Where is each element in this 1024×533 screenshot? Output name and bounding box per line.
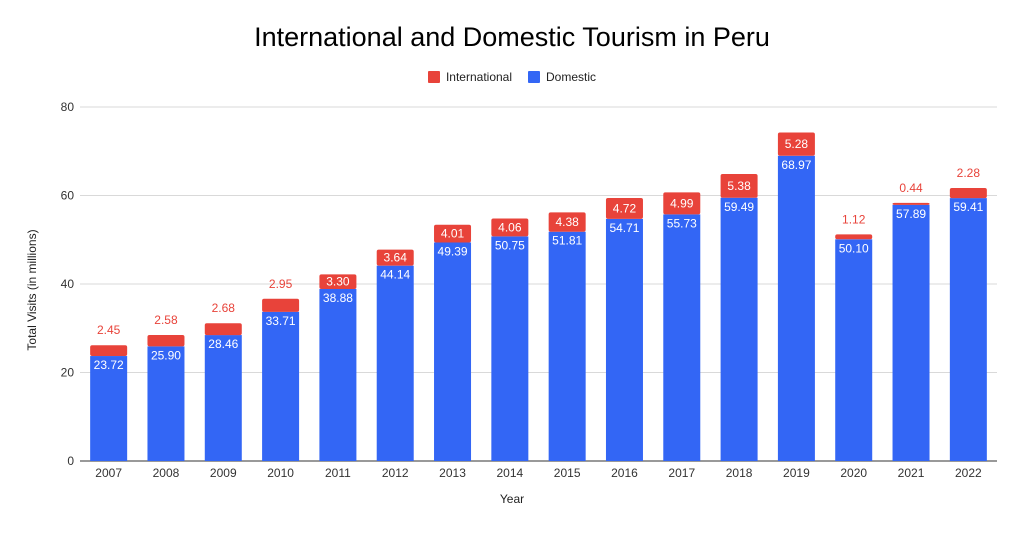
x-tick-label: 2015 [554,466,581,480]
data-label-international: 2.28 [957,166,981,180]
data-label-domestic: 23.72 [94,358,124,372]
x-tick-label: 2010 [267,466,294,480]
data-label-domestic: 44.14 [380,268,410,282]
data-label-domestic: 54.71 [609,221,639,235]
bar-international [720,173,758,198]
data-label-domestic: 28.46 [208,337,238,351]
bar-international [491,218,529,237]
bar-domestic [663,214,701,461]
x-tick-label: 2011 [325,466,351,480]
data-label-domestic: 68.97 [781,158,811,172]
bar-domestic [376,265,414,461]
bar-domestic [204,335,242,461]
data-label-international: 4.38 [555,215,579,229]
y-axis-label: Total Visits (in millions) [25,229,39,351]
bar-domestic [835,239,873,461]
bar-domestic [319,288,357,461]
data-label-domestic: 55.73 [667,216,697,230]
bar-domestic [720,197,758,461]
chart-legend: International Domestic [0,70,1024,84]
x-axis-label: Year [499,492,525,506]
data-label-domestic: 59.41 [953,200,983,214]
bar-international [204,323,242,336]
data-label-international: 3.64 [384,251,408,265]
x-tick-label: 2007 [95,466,122,480]
bar-international [376,249,414,266]
bar-international [949,188,987,199]
data-label-domestic: 25.90 [151,348,181,362]
legend-item-international[interactable]: International [427,70,513,84]
bar-international [892,202,930,205]
data-label-domestic: 49.39 [438,244,468,258]
bar-international [548,212,586,232]
legend-label-international: International [445,70,513,84]
data-label-international: 2.95 [269,277,293,291]
data-label-domestic: 57.89 [896,207,926,221]
bar-domestic [491,236,529,461]
x-tick-label: 2022 [955,466,982,480]
data-label-international: 5.28 [785,137,809,151]
legend-swatch-domestic [528,71,541,83]
x-tick-label: 2021 [898,466,925,480]
bar-international [262,298,300,312]
data-label-domestic: 50.10 [839,241,869,255]
bar-international [434,224,472,243]
bar-domestic [434,242,472,461]
data-label-domestic: 33.71 [266,314,296,328]
x-tick-label: 2020 [840,466,867,480]
data-label-international: 4.72 [613,201,637,215]
x-tick-label: 2016 [611,466,638,480]
x-tick-label: 2017 [668,466,695,480]
chart-title: International and Domestic Tourism in Pe… [254,22,770,52]
bar-domestic [147,346,185,461]
data-label-international: 4.99 [670,196,694,210]
bar-international [605,198,643,219]
bar-international [319,274,357,289]
legend-swatch-international [427,71,440,83]
data-label-international: 2.58 [154,313,178,327]
bar-international [835,234,873,240]
data-label-domestic: 51.81 [552,234,582,248]
data-label-domestic: 59.49 [724,200,754,214]
bar-domestic [949,198,987,461]
data-label-international: 1.12 [842,212,866,226]
bar-international [90,345,128,357]
legend-item-domestic[interactable]: Domestic [528,70,596,84]
data-label-international: 2.68 [212,301,236,315]
bar-domestic [548,231,586,461]
data-label-international: 4.01 [441,227,465,241]
y-tick-label: 80 [61,100,75,114]
x-tick-label: 2013 [439,466,466,480]
x-tick-label: 2018 [726,466,753,480]
bar-domestic [262,311,300,461]
x-tick-label: 2019 [783,466,810,480]
y-tick-label: 40 [61,277,75,291]
y-tick-label: 60 [61,189,75,203]
bar-international [777,132,815,156]
bar-international [663,192,701,215]
data-label-domestic: 38.88 [323,291,353,305]
bar-domestic [90,356,128,461]
y-tick-label: 0 [67,454,74,468]
data-label-international: 5.38 [727,179,751,193]
x-tick-label: 2012 [382,466,409,480]
x-tick-label: 2008 [153,466,180,480]
bar-domestic [777,155,815,462]
x-tick-label: 2014 [496,466,523,480]
data-label-international: 2.45 [97,323,121,337]
x-tick-label: 2009 [210,466,237,480]
data-label-international: 3.30 [326,275,350,289]
legend-label-domestic: Domestic [546,70,597,84]
bar-domestic [605,218,643,461]
bar-domestic [892,204,930,462]
data-label-international: 4.06 [498,220,522,234]
data-label-international: 0.44 [899,181,923,195]
bar-international [147,334,185,347]
y-tick-label: 20 [61,366,75,380]
data-label-domestic: 50.75 [495,238,525,252]
